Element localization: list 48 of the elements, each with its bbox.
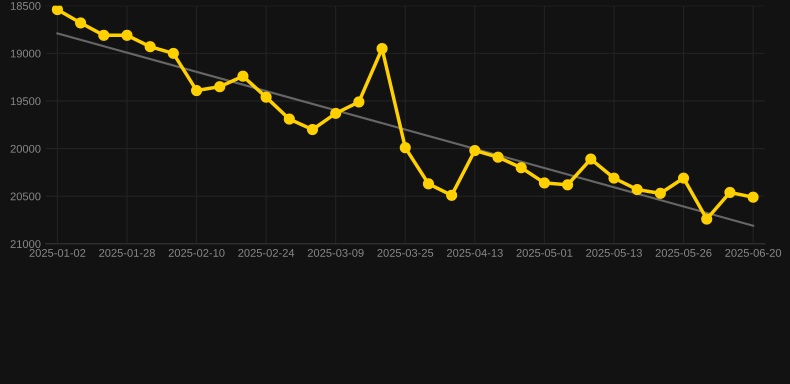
point [75, 17, 86, 28]
point [724, 186, 736, 198]
x-tick-label: 2025-02-10 [168, 248, 225, 257]
point [562, 179, 574, 190]
point [98, 30, 110, 41]
point [446, 190, 458, 201]
point [52, 6, 63, 16]
point [400, 142, 411, 154]
x-tick-label: 2025-04-13 [446, 248, 503, 257]
point [306, 124, 318, 136]
x-tick-label: 2025-02-24 [238, 248, 294, 257]
point [260, 92, 272, 103]
point [469, 144, 480, 156]
point [422, 178, 434, 190]
point [516, 162, 527, 174]
point [168, 48, 179, 59]
point [284, 114, 295, 125]
y-tick-label: 21000 [10, 240, 41, 248]
x-tick-label: 2025-03-09 [308, 248, 364, 257]
point [678, 172, 690, 184]
point [376, 43, 388, 54]
point [585, 154, 596, 165]
y-tick-label: 19500 [10, 97, 41, 106]
x-tick-label: 2025-01-02 [30, 248, 86, 257]
y-tick-label: 19000 [10, 50, 41, 58]
point [748, 192, 759, 203]
x-tick-label: 2025-05-01 [516, 248, 572, 257]
x-tick-label: 2025-05-26 [656, 248, 712, 257]
point [144, 41, 156, 52]
x-tick-label: 2025-01-28 [99, 248, 155, 257]
y-tick-label: 20000 [10, 144, 41, 153]
x-tick-label: 2025-05-13 [586, 248, 642, 257]
point [492, 152, 504, 163]
point [538, 177, 550, 188]
point [121, 30, 133, 41]
point [237, 70, 248, 82]
point [214, 81, 226, 92]
x-tick-label: 2025-03-25 [377, 248, 434, 257]
y-tick-label: 20500 [10, 192, 41, 200]
point [191, 84, 202, 96]
point [353, 96, 364, 108]
point [654, 188, 666, 199]
point [330, 108, 342, 119]
point [701, 214, 712, 225]
point [608, 172, 620, 184]
x-tick-label: 2025-06-20 [725, 248, 782, 257]
point [632, 184, 643, 196]
y-tick-label: 18500 [10, 2, 41, 10]
